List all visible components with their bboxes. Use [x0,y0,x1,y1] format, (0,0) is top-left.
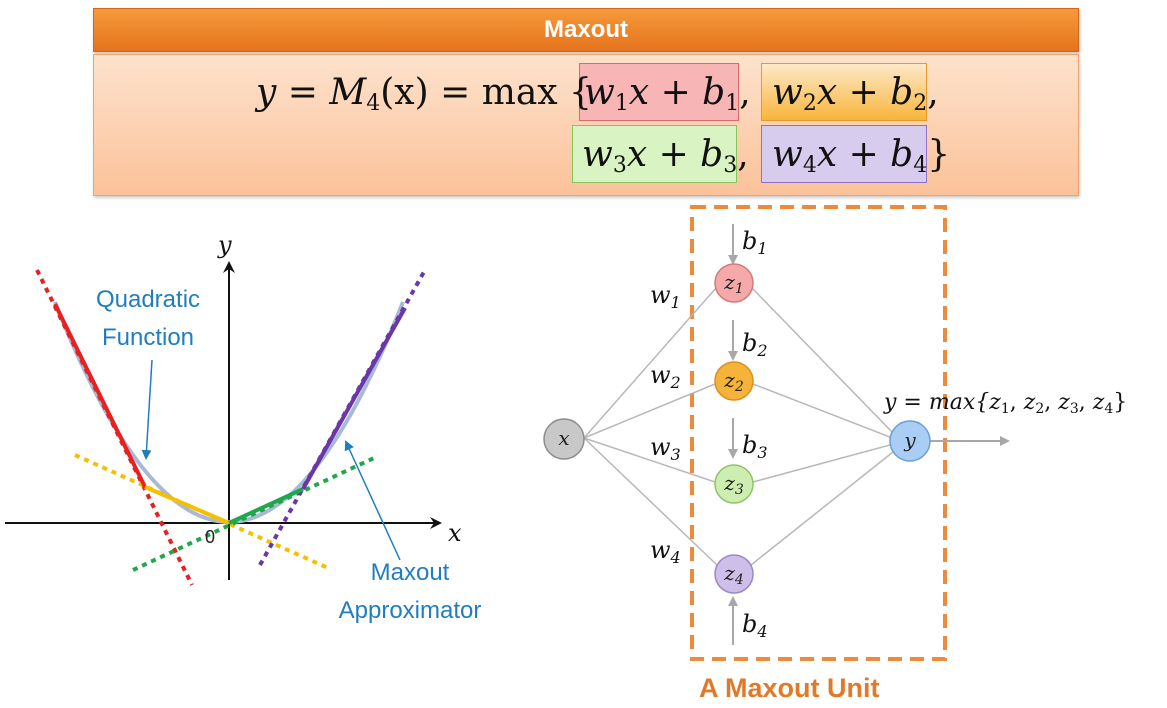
green-segment [228,487,304,525]
formula-term-1: w1x + b1, [584,72,751,116]
x-axis-label: x [448,519,462,547]
red-segment [53,303,147,488]
term-box-4 [761,125,927,183]
weight-label-3: w3 [650,433,681,464]
term-box-1 [579,63,739,121]
formula-term-4: w4x + b4} [772,134,951,178]
bias-label-3: b3 [742,431,768,462]
node-x-label: x [558,426,570,450]
node-z2-label: z2 [724,368,744,395]
approximation-plot [5,261,442,586]
origin-label: 0 [205,527,216,547]
node-z1-label: z1 [724,270,744,297]
connections [583,287,894,566]
maxout-pointer [344,440,401,561]
quadratic-function-label: Quadratic Function [95,286,201,351]
node-z2 [714,361,754,401]
formula-lhs: y = M4(x) = max { [256,72,592,116]
red-line-dotted [35,269,194,586]
weight-label-2: w2 [650,361,681,392]
node-z3-label: z3 [724,471,744,498]
maxout-approximator-label: Maxout Approximator [338,559,482,624]
weight-label-4: w4 [650,536,681,567]
header-title: Maxout [544,16,628,43]
bias-label-2: b2 [742,329,768,360]
node-z4 [714,554,754,594]
yellow-segment [144,485,230,525]
formula-term-3: w3x + b3, [582,134,749,178]
maxout-header: Maxout [93,8,1079,52]
bias-label-4: b4 [742,610,768,641]
node-z3 [714,464,754,504]
node-y [889,420,931,462]
node-y-label: y [904,428,916,452]
purple-segment [301,307,407,490]
node-z4-label: z4 [724,561,744,588]
yellow-line-dotted [74,453,329,570]
green-line-dotted [132,456,375,572]
term-box-2 [761,63,927,121]
y-axis-label: y [218,231,232,259]
bias-label-1: b1 [742,227,768,258]
node-z1 [714,263,754,303]
maxout-network [543,205,1010,661]
term-box-3 [572,125,737,183]
formula-term-2: w2x + b2, [772,72,939,116]
formula-box: y = M4(x) = max { w1x + b1, w2x + b2, w3… [93,54,1079,196]
maxout-unit-title: A Maxout Unit [699,673,880,703]
node-x [543,418,585,460]
output-equation: y = max{z1, z2, z3, z4} [884,390,1128,417]
weight-label-1: w1 [650,281,681,312]
quadratic-pointer [141,359,153,460]
